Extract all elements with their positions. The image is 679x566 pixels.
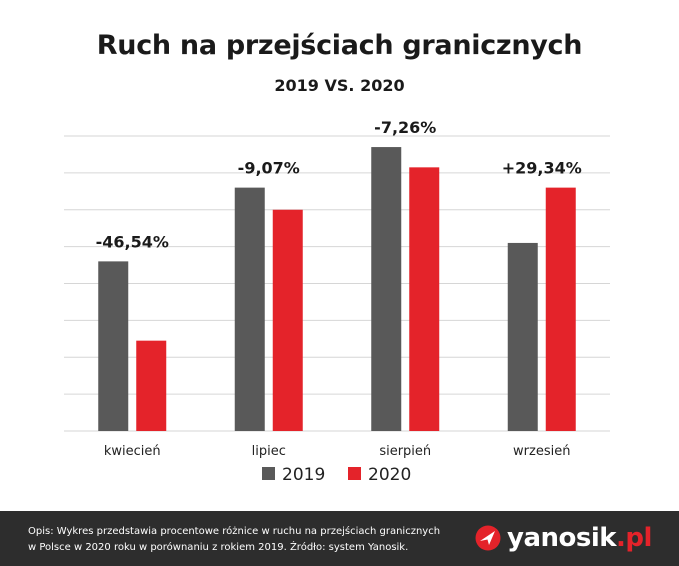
percent-change-label: +29,34%	[502, 159, 582, 178]
x-tick-label: lipiec	[252, 444, 286, 459]
percent-change-label: -7,26%	[374, 118, 436, 137]
yanosik-logo-icon	[475, 525, 501, 551]
legend-label-2020: 2020	[368, 465, 411, 485]
legend-swatch-2020	[348, 467, 361, 480]
footer-line-2: w Polsce w 2020 roku w porównaniu z roki…	[28, 542, 409, 553]
x-tick-label: sierpień	[379, 444, 431, 459]
logo-text: yanosik.pl	[507, 523, 652, 553]
legend-swatch-2019	[262, 467, 275, 480]
chart-subtitle: 2019 VS. 2020	[274, 76, 405, 95]
footer-description: Opis: Wykres przedstawia procentowe różn…	[28, 524, 448, 556]
percent-change-label: -9,07%	[238, 159, 300, 178]
chart-title: Ruch na przejściach granicznych	[96, 30, 583, 61]
footer-line-1: Opis: Wykres przedstawia procentowe różn…	[28, 526, 441, 537]
bar-2019-4	[507, 242, 538, 431]
bar-2020-2	[272, 209, 303, 431]
bar-2020-1	[136, 340, 167, 431]
legend-label-2019: 2019	[282, 465, 325, 485]
x-tick-label: wrzesień	[513, 444, 570, 459]
percent-change-label: -46,54%	[96, 232, 169, 251]
bar-2019-2	[234, 187, 265, 431]
yanosik-logo: yanosik.pl	[475, 523, 652, 553]
footer-bar: Opis: Wykres przedstawia procentowe różn…	[0, 511, 679, 566]
logo-suffix: .pl	[616, 523, 652, 553]
x-tick-label: kwiecień	[104, 444, 161, 459]
bar-2019-3	[371, 147, 402, 431]
bar-2019-1	[98, 261, 129, 431]
bar-2020-3	[409, 167, 440, 431]
bar-chart: kwiecień -46,54% lipiec -9,07% sierpień -7,26…	[64, 118, 610, 485]
bar-2020-4	[545, 187, 576, 431]
logo-name: yanosik	[507, 523, 617, 553]
